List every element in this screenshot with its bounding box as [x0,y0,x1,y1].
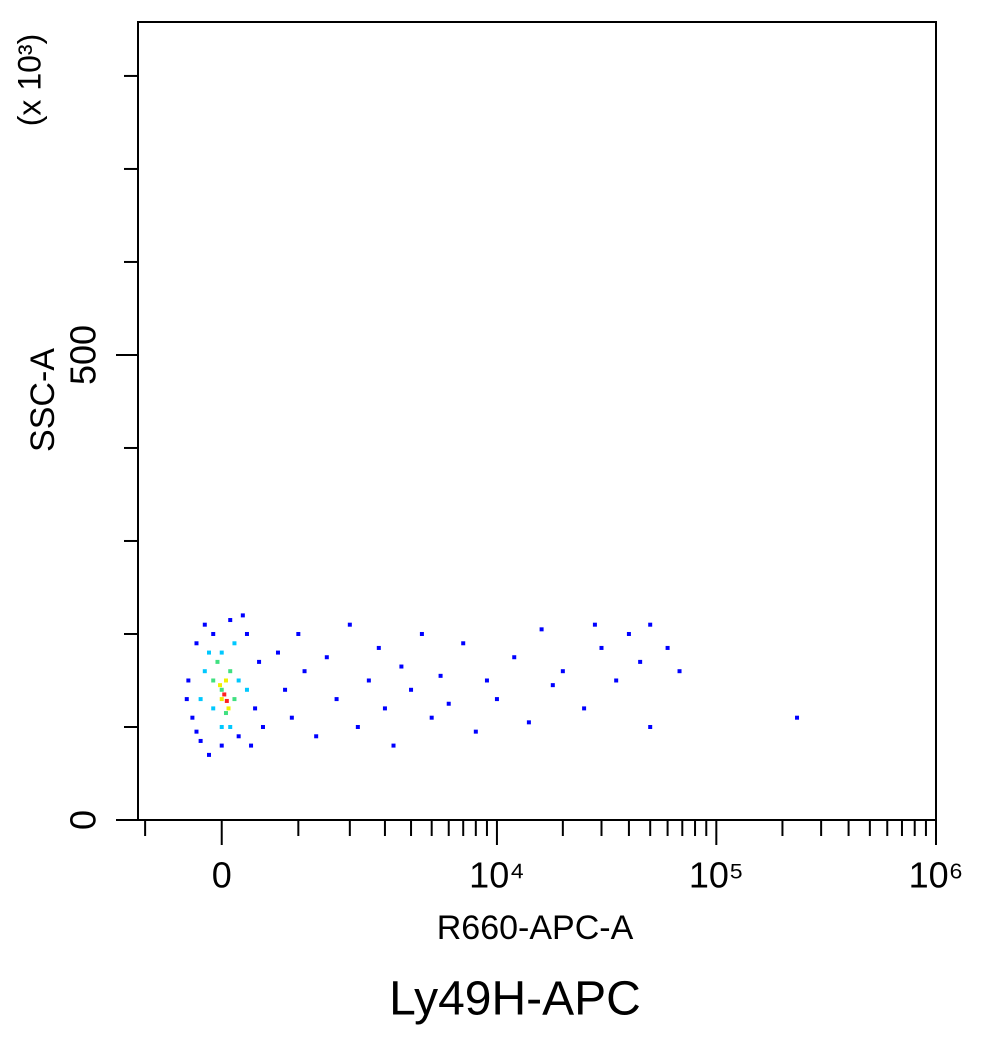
point [198,738,203,743]
point [409,687,414,692]
point [219,650,224,655]
x-tick-label: 0 [212,855,232,896]
point [560,669,565,674]
point [438,673,443,678]
point [240,613,245,618]
point [473,729,478,734]
point [194,729,199,734]
point [228,669,233,674]
point [226,706,231,711]
point [219,687,224,692]
point [429,715,434,720]
point [232,641,237,646]
point [461,641,466,646]
point [512,655,517,660]
point [211,706,216,711]
point [202,669,207,674]
point [283,687,288,692]
point [198,697,203,702]
point [539,627,544,632]
point [302,669,307,674]
point [347,622,352,627]
point [289,715,294,720]
point [244,687,249,692]
point [190,715,195,720]
point [257,659,262,664]
y-axis-label: SSC-A [24,348,62,452]
point [219,743,224,748]
point [355,724,360,729]
point [648,724,653,729]
point [236,678,241,683]
point [249,743,254,748]
point [260,724,265,729]
point [419,631,424,636]
point [228,618,233,623]
point [202,622,207,627]
chart-title: Ly49H-APC [389,973,641,1026]
point [184,697,189,702]
point [296,631,301,636]
point [399,664,404,669]
point [275,650,280,655]
x-tick-label: 10⁵ [689,855,744,896]
point [236,734,241,739]
point [376,645,381,650]
point [224,698,229,703]
point [638,659,643,664]
point [526,720,531,725]
x-tick-label: 10⁴ [469,855,525,896]
y-tick-label: 500 [63,325,104,385]
point [194,641,199,646]
point [648,622,653,627]
point [324,655,329,660]
point [484,678,489,683]
point [494,697,499,702]
point [215,659,220,664]
point [223,678,228,683]
point [218,683,223,688]
point [206,650,211,655]
point [253,706,258,711]
y-tick-label: 0 [63,810,104,830]
point [232,697,237,702]
point [219,724,224,729]
y-axis-unit: (x 10³) [11,34,47,126]
point [366,678,371,683]
point [211,678,216,683]
point [228,724,233,729]
point [206,752,211,757]
point [550,683,555,688]
point [211,631,216,636]
point [219,697,224,702]
x-tick-label: 10⁶ [909,855,964,896]
point [382,706,387,711]
point [582,706,587,711]
point [391,743,396,748]
point [222,692,227,697]
point [665,645,670,650]
point [795,715,800,720]
point [592,622,597,627]
point [446,701,451,706]
point [186,678,191,683]
x-axis-label: R660-APC-A [437,909,634,947]
point [314,734,319,739]
point [677,669,682,674]
point [626,631,631,636]
point [244,631,249,636]
plot-frame [137,21,937,821]
point [334,697,339,702]
point [223,711,228,716]
point [614,678,619,683]
point [599,645,604,650]
